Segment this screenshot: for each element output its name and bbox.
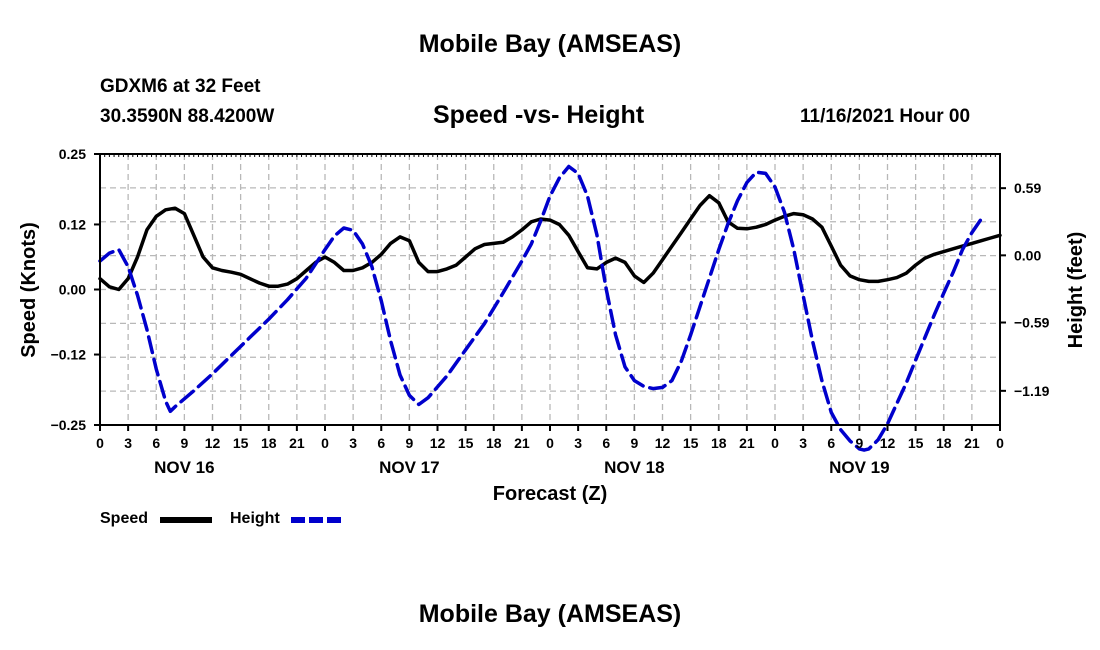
run-time: 11/16/2021 Hour 00 <box>800 106 971 127</box>
x-tick-label: 0 <box>321 435 329 451</box>
legend-height-label: Height <box>230 510 280 527</box>
y-left-tick-label: −0.12 <box>51 347 87 363</box>
legend-speed-label: Speed <box>100 510 149 527</box>
x-tick-label: 12 <box>430 435 446 451</box>
y-right-tick-label: 0.59 <box>1014 180 1041 196</box>
x-tick-label: 21 <box>739 435 755 451</box>
y-left-tick-label: 0.12 <box>59 216 86 232</box>
series-line-height <box>98 164 984 452</box>
series-line-speed <box>98 193 1002 292</box>
x-tick-label: 0 <box>96 435 104 451</box>
x-tick-label: 0 <box>771 435 779 451</box>
x-tick-label: 12 <box>880 435 896 451</box>
x-tick-label: 15 <box>233 435 249 451</box>
x-tick-label: 0 <box>546 435 554 451</box>
grid-layer <box>99 154 1001 425</box>
x-tick-label: 9 <box>630 435 638 451</box>
x-day-label: NOV 19 <box>829 458 889 477</box>
x-tick-label: 6 <box>827 435 835 451</box>
x-day-label: NOV 17 <box>379 458 439 477</box>
x-tick-label: 12 <box>205 435 221 451</box>
x-tick-label: 0 <box>996 435 1004 451</box>
y-right-tick-label: −1.19 <box>1014 383 1050 399</box>
axis-layer: 0 3 6 9 12 15 18 21 0 3 6 9 12 15 18 21 0 3 6 9 12 15 18 21 0 3 6 9… <box>51 146 1050 477</box>
x-tick-label: 21 <box>514 435 530 451</box>
x-tick-label: 15 <box>908 435 924 451</box>
footer-title: Mobile Bay (AMSEAS) <box>418 600 682 628</box>
x-tick-label: 3 <box>124 435 132 451</box>
x-tick-label: 9 <box>180 435 188 451</box>
x-tick-label: 6 <box>377 435 385 451</box>
y-axis-label-right: Height (feet) <box>1065 232 1087 349</box>
x-tick-label: 18 <box>936 435 952 451</box>
x-tick-label: 3 <box>574 435 582 451</box>
page-title: Mobile Bay (AMSEAS) <box>418 30 682 58</box>
x-tick-label: 12 <box>655 435 671 451</box>
y-right-tick-label: −0.59 <box>1014 315 1050 331</box>
y-axis-label-left: Speed (Knots) <box>18 222 40 358</box>
station-label: GDXM6 at 32 Feet <box>100 76 261 97</box>
x-tick-label: 3 <box>799 435 807 451</box>
x-tick-label: 6 <box>602 435 610 451</box>
x-tick-label: 9 <box>855 435 863 451</box>
x-tick-label: 15 <box>683 435 699 451</box>
x-tick-label: 21 <box>289 435 305 451</box>
x-tick-label: 15 <box>458 435 474 451</box>
station-coords: 30.3590N 88.4200W <box>100 106 275 127</box>
x-tick-label: 3 <box>349 435 357 451</box>
x-tick-label: 21 <box>964 435 980 451</box>
x-tick-label: 18 <box>261 435 277 451</box>
y-left-tick-label: −0.25 <box>51 417 87 433</box>
x-tick-label: 18 <box>711 435 727 451</box>
y-left-tick-label: 0.00 <box>59 282 86 298</box>
x-day-label: NOV 16 <box>154 458 214 477</box>
x-tick-label: 6 <box>152 435 160 451</box>
chart-title: Speed -vs- Height <box>433 101 645 129</box>
y-left-tick-label: 0.25 <box>59 146 86 162</box>
x-tick-label: 18 <box>486 435 502 451</box>
x-tick-label: 9 <box>405 435 413 451</box>
y-right-tick-label: 0.00 <box>1014 247 1041 263</box>
series-layer <box>98 164 1002 452</box>
x-day-label: NOV 18 <box>604 458 664 477</box>
x-axis-label: Forecast (Z) <box>493 483 607 505</box>
